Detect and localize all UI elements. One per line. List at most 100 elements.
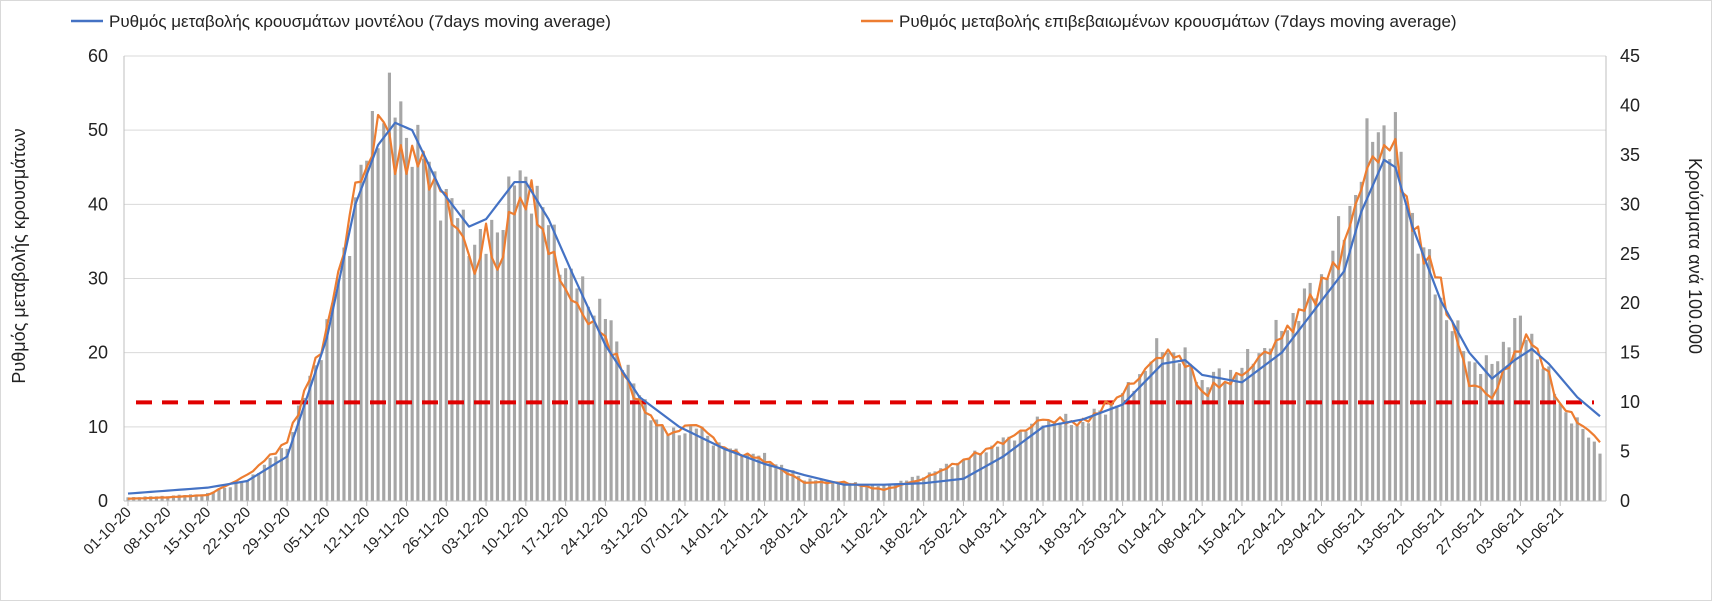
bar [1337,216,1341,502]
bar [768,462,772,501]
bar [751,453,755,501]
y-left-tick-label: 50 [88,120,108,140]
bar [467,256,471,501]
bar [575,288,579,501]
bar [439,220,443,502]
bar [711,445,715,501]
series-line-model [127,121,1601,495]
bar [1166,352,1170,501]
bar [694,428,698,501]
bar [1217,368,1221,501]
bar [245,480,249,501]
bar [1189,366,1193,501]
bar [1058,422,1062,501]
bar [1325,278,1329,501]
y-right-tick-label: 20 [1620,293,1640,313]
bar [1439,297,1443,501]
bar [1302,288,1307,501]
y-right-tick-label: 45 [1620,46,1640,66]
bar [1427,249,1432,501]
bar [126,497,130,501]
bar [365,160,369,502]
bar [240,481,244,501]
bar [581,276,585,501]
y-right-tick-label: 15 [1620,343,1640,363]
bar [1172,352,1176,501]
bar [933,471,937,501]
bar [1274,319,1278,501]
bar [313,365,318,501]
bar [262,464,266,501]
bar [1524,339,1528,501]
bar [507,176,511,501]
bar [484,253,488,501]
bar [1558,403,1562,501]
bar [643,399,647,501]
bar [348,255,352,501]
bar [1405,206,1409,501]
bar [342,247,346,501]
bar [1314,298,1318,501]
bar [1513,318,1517,501]
bar [728,448,733,501]
bar [927,472,931,501]
bar [785,470,789,501]
bar [660,424,664,501]
y-axis-right-label: Κρούσματα ανά 100.000 [1685,158,1705,354]
bar [603,318,607,501]
bar [564,268,568,501]
bar [200,494,204,501]
bar [893,484,897,501]
bar [296,405,301,501]
bar [1183,347,1187,501]
bar [1410,212,1415,501]
bar [410,166,414,501]
bar [223,487,227,501]
bar [1444,320,1449,501]
bar [973,450,977,501]
y-right-tick-label: 10 [1620,392,1640,412]
bar [967,458,971,501]
bar [1388,159,1392,501]
bar [1552,393,1557,501]
bar [1257,353,1261,501]
legend: Ρυθμός μεταβολής κρουσμάτων μοντέλου (7d… [71,12,1457,31]
bar [978,453,983,501]
bar [1462,351,1466,501]
bar [444,189,448,501]
bar [1035,416,1039,501]
bar [677,435,681,501]
bar [598,298,602,501]
bar [1598,453,1602,501]
bar [1143,370,1147,501]
bar [944,463,948,501]
bar [336,278,340,501]
bar [620,370,625,501]
bar [876,486,880,501]
bar [1291,312,1295,501]
bar [1348,205,1352,501]
bar [1297,320,1301,501]
y-left-tick-label: 0 [98,491,108,511]
bar [393,117,397,501]
bar [1484,355,1488,501]
bar [1371,141,1375,501]
y-right-tick-label: 40 [1620,95,1640,115]
legend-label-model: Ρυθμός μεταβολής κρουσμάτων μοντέλου (7d… [109,12,611,31]
bar [853,482,858,501]
bar [404,137,409,501]
bar [1280,330,1284,501]
bar [808,478,812,501]
bar [1518,315,1522,501]
bar [672,427,676,501]
bar [1223,382,1227,501]
bar [939,468,943,501]
bar [194,494,198,501]
bar [905,480,909,501]
bar [1587,437,1591,501]
bar [1268,348,1272,501]
bar [1473,362,1477,501]
bar [706,435,710,501]
